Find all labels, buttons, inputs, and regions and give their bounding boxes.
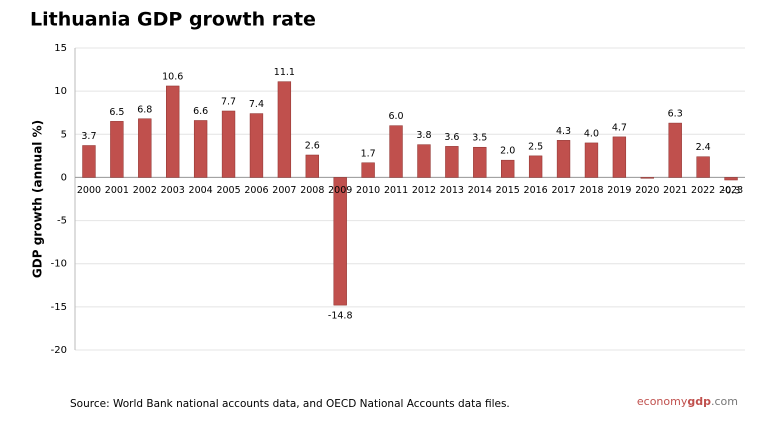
x-tick-label: 2022	[691, 185, 715, 196]
x-tick-label: 2010	[356, 185, 380, 196]
y-tick-label: 5	[61, 129, 67, 140]
value-label: 4.7	[612, 122, 627, 133]
value-label: 2.5	[528, 141, 543, 152]
x-tick-label: 2018	[579, 185, 603, 196]
value-label: 6.8	[137, 104, 152, 115]
watermark-part: economy	[637, 395, 688, 408]
bar	[584, 142, 599, 178]
bar	[473, 146, 487, 178]
value-label: 4.0	[584, 128, 599, 139]
bar	[110, 121, 124, 178]
value-label: 6.0	[388, 111, 403, 122]
x-tick-label: 2005	[216, 185, 240, 196]
x-tick-label: 2017	[551, 185, 575, 196]
watermark-part: .com	[711, 395, 738, 408]
value-label: 2.6	[305, 140, 320, 151]
bar	[82, 145, 96, 178]
x-tick-label: 2023	[719, 185, 743, 196]
x-tick-label: 2021	[663, 185, 687, 196]
value-label: 3.5	[472, 133, 487, 144]
y-tick-label: 10	[54, 86, 67, 97]
x-tick-label: 2009	[328, 185, 352, 196]
value-label: 3.8	[416, 130, 431, 141]
bar	[193, 120, 208, 178]
y-tick-label: -20	[51, 345, 67, 356]
bar	[361, 162, 375, 178]
value-label: 2.4	[696, 142, 711, 153]
value-label: 6.6	[193, 106, 208, 117]
x-tick-label: 2019	[607, 185, 631, 196]
x-tick-label: 2003	[161, 185, 185, 196]
bar	[724, 177, 738, 181]
value-label: 7.4	[249, 99, 264, 110]
value-label: 10.6	[162, 71, 183, 82]
bar	[501, 159, 515, 178]
watermark-part: gdp	[687, 395, 711, 408]
bar	[333, 177, 347, 306]
x-tick-label: 2004	[189, 185, 213, 196]
bar	[445, 146, 459, 178]
source-note: Source: World Bank national accounts dat…	[70, 398, 510, 410]
x-tick-label: 2013	[440, 185, 464, 196]
x-tick-label: 2014	[468, 185, 492, 196]
bar	[389, 125, 403, 178]
x-tick-label: 2000	[77, 185, 101, 196]
bar	[612, 136, 627, 178]
bar	[668, 122, 682, 178]
value-label: 7.7	[221, 96, 236, 107]
x-tick-label: 2008	[300, 185, 324, 196]
y-tick-label: -5	[57, 216, 67, 227]
x-tick-label: 2007	[272, 185, 296, 196]
bar	[166, 85, 180, 178]
value-label: 6.3	[668, 109, 683, 120]
value-label: 4.3	[556, 126, 571, 137]
bar	[221, 110, 236, 178]
y-tick-label: 0	[61, 172, 67, 183]
x-tick-label: 2015	[496, 185, 520, 196]
x-tick-label: 2020	[635, 185, 659, 196]
x-tick-label: 2011	[384, 185, 408, 196]
y-tick-label: -10	[51, 259, 67, 270]
bar	[556, 140, 571, 178]
x-tick-label: 2001	[105, 185, 129, 196]
bar	[417, 144, 431, 178]
value-label: -14.8	[328, 311, 353, 322]
y-axis-label: GDP growth (annual %)	[31, 120, 45, 278]
bar	[277, 81, 292, 178]
value-label: 3.6	[444, 132, 459, 143]
y-tick-label: 15	[54, 43, 67, 54]
chart-title: Lithuania GDP growth rate	[30, 9, 316, 31]
x-tick-label: 2006	[244, 185, 268, 196]
bar	[696, 156, 710, 178]
value-label: 6.5	[109, 107, 124, 118]
value-label: 2.0	[500, 146, 515, 157]
value-label: -0.3	[722, 186, 741, 197]
value-label: 11.1	[274, 67, 295, 78]
x-tick-label: 2012	[412, 185, 436, 196]
value-label: 1.7	[361, 148, 376, 159]
bar	[305, 154, 319, 178]
bar	[249, 113, 264, 178]
bar	[528, 155, 543, 178]
x-tick-label: 2002	[133, 185, 157, 196]
watermark: economygdp.com	[637, 395, 738, 408]
value-label: 3.7	[81, 131, 96, 142]
y-tick-label: -15	[51, 302, 67, 313]
bar	[640, 177, 654, 179]
x-tick-label: 2016	[524, 185, 548, 196]
bar	[138, 118, 152, 178]
